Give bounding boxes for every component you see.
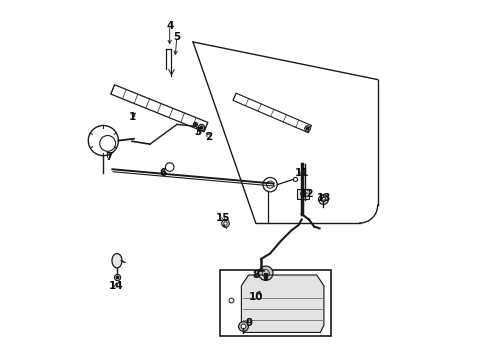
Ellipse shape: [112, 253, 122, 268]
Text: 9: 9: [245, 319, 252, 328]
Text: 14: 14: [109, 281, 123, 291]
Text: 5: 5: [173, 32, 180, 41]
Bar: [297, 189, 309, 199]
Text: 13: 13: [317, 193, 331, 203]
Text: 8: 8: [252, 270, 259, 280]
Polygon shape: [242, 275, 324, 332]
Text: 7: 7: [105, 152, 112, 162]
Text: 6: 6: [159, 168, 166, 178]
Text: 2: 2: [205, 132, 213, 142]
Bar: [220, 270, 331, 336]
Circle shape: [259, 266, 273, 280]
Text: 15: 15: [216, 213, 231, 222]
Text: 3: 3: [195, 127, 202, 136]
Text: 4: 4: [166, 21, 173, 31]
Text: 11: 11: [295, 168, 310, 178]
Text: 10: 10: [248, 292, 263, 302]
Text: 1: 1: [128, 112, 136, 122]
Text: 12: 12: [299, 189, 314, 199]
